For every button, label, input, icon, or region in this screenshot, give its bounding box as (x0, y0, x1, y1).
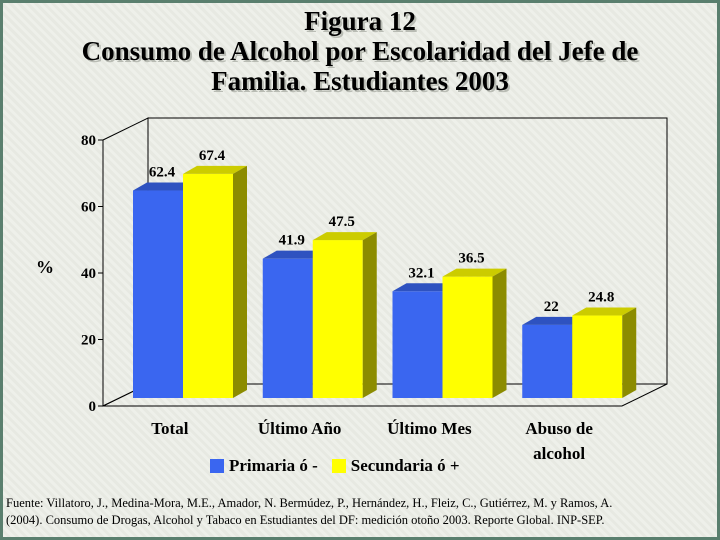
bar-top (572, 307, 637, 316)
data-label: 67.4 (199, 148, 226, 164)
legend: Primaria ó - Secundaria ó + (210, 456, 474, 476)
legend-item-primaria: Primaria ó - (210, 456, 318, 476)
y-tick-label: 0 (89, 399, 97, 415)
y-tick-label: 80 (81, 133, 96, 149)
bar-front (522, 324, 573, 398)
bar-side (492, 268, 507, 398)
bar-front (392, 291, 443, 398)
bar-top (522, 316, 587, 325)
bars (133, 165, 637, 398)
bar-top (183, 165, 247, 174)
bar-top (262, 250, 327, 259)
bar-front (262, 258, 313, 398)
data-label: 62.4 (149, 165, 176, 181)
chart-title: Figura 12 Consumo de Alcohol por Escolar… (0, 6, 720, 96)
bar (572, 307, 637, 398)
bar-side (233, 165, 247, 398)
bar (312, 232, 377, 398)
data-label: 36.5 (458, 251, 484, 267)
y-tick-label: 60 (81, 200, 96, 216)
title-line-2: Consumo de Alcohol por Escolaridad del J… (81, 36, 639, 66)
data-label: 47.5 (329, 214, 355, 230)
bar-front (312, 240, 363, 398)
data-label: 41.9 (279, 233, 305, 249)
y-tick-label: 40 (81, 266, 96, 282)
legend-swatch-primaria (210, 459, 224, 473)
y-tick-label: 20 (81, 333, 96, 349)
bar-front (572, 315, 623, 398)
x-axis-categories: Total Último Año Último Mes Abuso de alcohol (151, 419, 593, 463)
source-note: Fuente: Villatoro, J., Medina-Mora, M.E.… (6, 495, 714, 529)
category-label: alcohol (533, 444, 585, 463)
legend-item-secundaria: Secundaria ó + (331, 456, 460, 476)
category-label: Abuso de (525, 419, 593, 438)
bar (442, 268, 507, 398)
y-axis-label: % (36, 257, 54, 277)
source-line-2: (2004). Consumo de Drogas, Alcohol y Tab… (6, 513, 605, 527)
source-line-1: Fuente: Villatoro, J., Medina-Mora, M.E.… (6, 496, 613, 510)
category-label: Último Año (258, 419, 342, 438)
legend-swatch-secundaria (331, 459, 346, 473)
bar (183, 165, 247, 398)
bar-top (133, 182, 197, 191)
legend-label-primaria: Primaria ó - (229, 456, 318, 475)
data-label: 24.8 (588, 290, 614, 306)
bar-top (392, 283, 457, 292)
bar-front (133, 190, 183, 398)
bar-front (442, 276, 493, 398)
bar-side (362, 232, 377, 398)
title-line-1: Figura 12 (304, 6, 416, 36)
data-label: 32.1 (408, 265, 434, 281)
title-line-3: Familia. Estudiantes 2003 (211, 66, 509, 96)
legend-label-secundaria: Secundaria ó + (350, 456, 460, 475)
data-labels: 62.4 67.4 41.9 47.5 32.1 36.5 22 24.8 (149, 148, 615, 315)
bar-front (183, 173, 233, 398)
bar-top (442, 268, 507, 277)
data-label: 22 (544, 299, 559, 315)
y-axis: 0 20 40 60 80 (81, 133, 104, 415)
bar-side (622, 307, 637, 398)
category-label: Último Mes (387, 419, 472, 438)
category-label: Total (151, 419, 188, 438)
bar-top (312, 232, 377, 241)
